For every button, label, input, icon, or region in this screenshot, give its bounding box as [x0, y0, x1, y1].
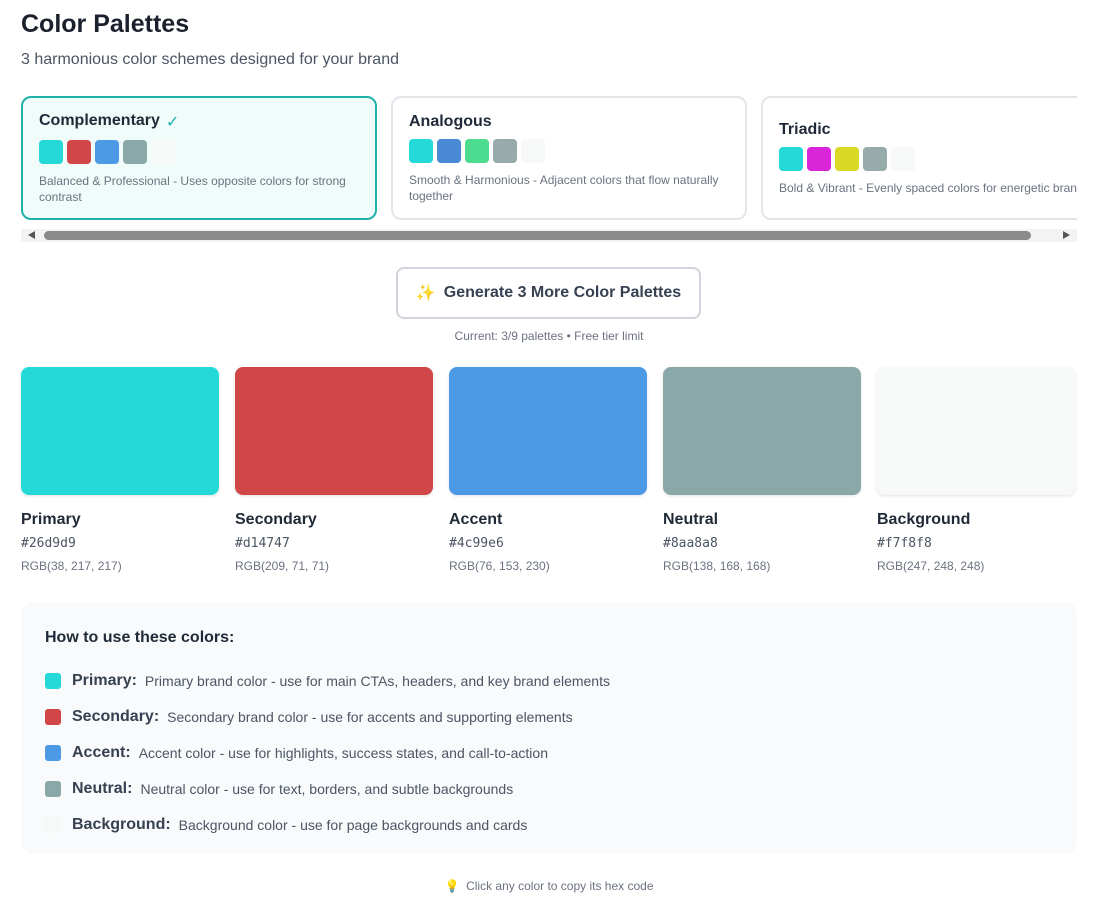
usage-label: Neutral:: [72, 780, 133, 797]
usage-item: Primary: Primary brand color - use for ma…: [45, 663, 1053, 699]
usage-label: Primary:: [72, 672, 137, 689]
palette-row: Complementary ✓ Balanced & Professional - …: [21, 96, 1077, 220]
color-hex: #8aa8a8: [663, 536, 718, 551]
palette-swatch: [521, 138, 545, 163]
footer-text: Click any color to copy its hex code: [466, 879, 654, 893]
color-swatch[interactable]: [235, 367, 433, 495]
palette-swatches: [409, 138, 729, 163]
color-swatch[interactable]: [877, 367, 1075, 495]
palette-card[interactable]: Analogous Smooth & Harmonious - Adjacent …: [391, 96, 747, 220]
palette-swatch: [437, 138, 461, 163]
usage-swatch: [45, 817, 61, 833]
color-hex: #4c99e6: [449, 536, 504, 551]
color-role: Primary: [21, 511, 81, 528]
palette-name-row: Triadic: [779, 121, 1077, 139]
usage-text: Neutral color - use for text, borders, a…: [140, 781, 514, 797]
usage-swatch: [45, 781, 61, 797]
color-cards: Primary #26d9d9 RGB(38, 217, 217) Secondary…: [21, 367, 1075, 573]
color-rgb: RGB(247, 248, 248): [877, 559, 985, 573]
palette-swatch: [807, 146, 831, 171]
footer-hint: 💡 Click any color to copy its hex code: [0, 879, 1098, 893]
usage-text: Background color - use for page backgrou…: [178, 817, 528, 833]
palette-swatch: [863, 146, 887, 171]
color-role: Accent: [449, 511, 503, 528]
color-swatch[interactable]: [449, 367, 647, 495]
color-card[interactable]: Background #f7f8f8 RGB(247, 248, 248): [877, 367, 1075, 573]
palette-name: Analogous: [409, 112, 492, 130]
palette-swatch: [123, 139, 147, 164]
color-hex: #d14747: [235, 536, 290, 551]
palette-card[interactable]: Complementary ✓ Balanced & Professional - …: [21, 96, 377, 220]
palette-name-row: Complementary ✓: [39, 112, 359, 132]
page-subtitle: 3 harmonious color schemes designed for …: [21, 51, 399, 68]
palette-description: Balanced & Professional - Uses opposite …: [39, 173, 346, 204]
color-rgb: RGB(138, 168, 168): [663, 559, 771, 573]
palette-swatch: [779, 146, 803, 171]
usage-label: Accent:: [72, 744, 131, 761]
palette-swatch: [493, 138, 517, 163]
generate-icon: ✨: [415, 285, 436, 302]
usage-text: Primary brand color - use for main CTAs,…: [144, 673, 610, 689]
palette-swatches: [779, 146, 1077, 171]
usage-panel: How to use these colors: Primary: Primary…: [21, 602, 1077, 854]
selected-badge: ✓: [165, 113, 180, 131]
usage-label: Background:: [72, 816, 171, 833]
palette-swatches: [39, 139, 359, 164]
palette-name-row: Analogous: [409, 113, 729, 131]
generate-button[interactable]: ✨ Generate 3 More Color Palettes: [396, 267, 701, 319]
color-rgb: RGB(38, 217, 217): [21, 559, 122, 573]
palette-scroller: Complementary ✓ Balanced & Professional - …: [21, 96, 1077, 220]
tier-note: Current: 3/9 palettes • Free tier limit: [454, 329, 644, 343]
usage-item: Neutral: Neutral color - use for text, bo…: [45, 771, 1053, 807]
color-card[interactable]: Accent #4c99e6 RGB(76, 153, 230): [449, 367, 647, 573]
usage-swatch: [45, 745, 61, 761]
palette-swatch: [465, 138, 489, 163]
usage-text: Accent color - use for highlights, succe…: [138, 745, 548, 761]
usage-list: Primary: Primary brand color - use for ma…: [45, 663, 1053, 843]
palette-description: Smooth & Harmonious - Adjacent colors th…: [409, 172, 719, 203]
usage-title: How to use these colors:: [45, 629, 235, 646]
usage-item: Secondary: Secondary brand color - use fo…: [45, 699, 1053, 735]
color-swatch[interactable]: [21, 367, 219, 495]
scroll-left[interactable]: [28, 231, 35, 239]
usage-item: Accent: Accent color - use for highlights…: [45, 735, 1053, 771]
palette-swatch: [835, 146, 859, 171]
color-hex: #26d9d9: [21, 536, 76, 551]
usage-swatch: [45, 709, 61, 725]
color-card[interactable]: Neutral #8aa8a8 RGB(138, 168, 168): [663, 367, 861, 573]
palette-name: Complementary: [39, 111, 160, 129]
usage-item: Background: Background color - use for pa…: [45, 807, 1053, 843]
palette-swatch: [67, 139, 91, 164]
color-swatch[interactable]: [663, 367, 861, 495]
palette-swatch: [151, 139, 175, 164]
scroll-right[interactable]: [1063, 231, 1070, 239]
usage-label: Secondary:: [72, 708, 160, 725]
scrollbar[interactable]: [21, 229, 1077, 242]
color-rgb: RGB(76, 153, 230): [449, 559, 550, 573]
page-title: Color Palettes: [21, 10, 190, 38]
generate-label: Generate 3 More Color Palettes: [443, 284, 682, 301]
color-role: Neutral: [663, 511, 719, 528]
usage-swatch: [45, 673, 61, 689]
color-hex: #f7f8f8: [877, 536, 932, 551]
color-card[interactable]: Secondary #d14747 RGB(209, 71, 71): [235, 367, 433, 573]
palette-swatch: [409, 138, 433, 163]
palette-swatch: [95, 139, 119, 164]
scroll-thumb[interactable]: [44, 231, 1031, 240]
usage-text: Secondary brand color - use for accents …: [167, 709, 573, 725]
color-card[interactable]: Primary #26d9d9 RGB(38, 217, 217): [21, 367, 219, 573]
palette-card[interactable]: Triadic Bold & Vibrant - Evenly spaced co…: [761, 96, 1077, 220]
palette-swatch: [39, 139, 63, 164]
color-role: Background: [877, 511, 971, 528]
palette-name: Triadic: [779, 120, 831, 138]
footer-icon: 💡: [444, 879, 460, 893]
palette-swatch: [891, 146, 915, 171]
palette-description: Bold & Vibrant - Evenly spaced colors fo…: [779, 180, 1077, 195]
color-rgb: RGB(209, 71, 71): [235, 559, 330, 573]
color-role: Secondary: [235, 511, 317, 528]
